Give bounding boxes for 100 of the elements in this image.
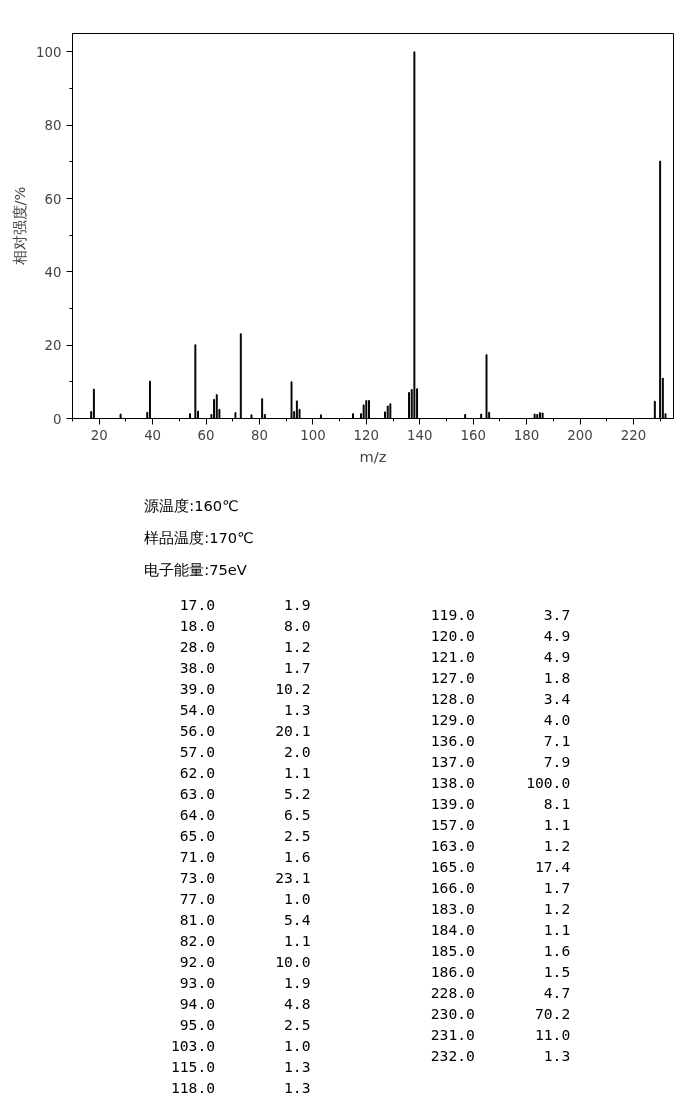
category-label: 54.0 xyxy=(179,700,216,718)
data-label: 1.2 xyxy=(543,836,571,854)
data-label: 6.5 xyxy=(283,805,311,823)
data-label: 1.1 xyxy=(283,931,311,949)
data-label: 4.8 xyxy=(283,994,311,1012)
category-label: 127.0 xyxy=(430,668,475,686)
data-label: 11.0 xyxy=(534,1025,571,1043)
category-label: 95.0 xyxy=(179,1015,216,1033)
category-label: 186.0 xyxy=(430,962,475,980)
x-tick-label: 220 xyxy=(620,427,647,443)
data-label: 17.4 xyxy=(534,857,571,875)
x-tick-label: 120 xyxy=(353,427,380,443)
x-tick-label: 100 xyxy=(300,427,326,443)
x-axis-title: m/z xyxy=(359,447,387,465)
category-label: 157.0 xyxy=(430,815,475,833)
category-label: 163.0 xyxy=(430,836,475,854)
category-label: 121.0 xyxy=(430,647,475,665)
data-label: 4.9 xyxy=(543,626,571,644)
data-label: 1.9 xyxy=(283,595,311,613)
data-label: 1.7 xyxy=(543,878,571,896)
category-label: 230.0 xyxy=(430,1004,475,1022)
data-label: 100.0 xyxy=(526,773,571,791)
category-label: 93.0 xyxy=(179,973,216,991)
data-label: 5.2 xyxy=(283,784,311,802)
data-label: 1.0 xyxy=(283,1036,311,1054)
category-label: 120.0 xyxy=(430,626,475,644)
text: 样品温度:170℃ xyxy=(144,529,254,546)
category-label: 228.0 xyxy=(430,983,475,1001)
y-tick-label: 20 xyxy=(44,338,62,354)
category-label: 62.0 xyxy=(179,763,216,781)
category-label: 138.0 xyxy=(430,773,475,791)
x-tick-label: 160 xyxy=(460,427,486,443)
data-label: 23.1 xyxy=(275,868,311,886)
data-label: 1.2 xyxy=(543,899,571,917)
category-label: 77.0 xyxy=(179,889,216,907)
category-label: 185.0 xyxy=(430,941,475,959)
category-label: 73.0 xyxy=(179,868,216,886)
data-label: 4.0 xyxy=(543,710,571,728)
category-label: 119.0 xyxy=(430,605,475,623)
y-tick-label: 80 xyxy=(44,118,62,134)
data-label: 1.2 xyxy=(283,637,311,655)
data-label: 10.0 xyxy=(275,952,311,970)
category-label: 56.0 xyxy=(179,721,216,739)
category-label: 128.0 xyxy=(430,689,475,707)
x-tick-label: 60 xyxy=(197,427,215,443)
category-label: 184.0 xyxy=(430,920,475,938)
x-tick-label: 140 xyxy=(407,427,433,443)
data-label: 20.1 xyxy=(275,721,311,739)
category-label: 92.0 xyxy=(179,952,216,970)
data-label: 4.7 xyxy=(543,983,571,1001)
data-label: 1.1 xyxy=(283,763,311,781)
data-label: 1.6 xyxy=(543,941,571,959)
category-label: 57.0 xyxy=(179,742,216,760)
category-label: 65.0 xyxy=(179,826,216,844)
category-label: 165.0 xyxy=(430,857,475,875)
category-label: 63.0 xyxy=(179,784,216,802)
data-label: 1.3 xyxy=(543,1046,571,1064)
y-tick-label: 60 xyxy=(44,191,62,207)
text: 电子能量:75eV xyxy=(144,561,247,578)
data-label: 70.2 xyxy=(534,1004,571,1022)
category-label: 231.0 xyxy=(430,1025,475,1043)
category-label: 39.0 xyxy=(179,679,216,697)
y-tick-label: 0 xyxy=(53,411,62,427)
data-label: 1.5 xyxy=(543,962,571,980)
data-label: 8.0 xyxy=(283,616,311,634)
data-label: 7.1 xyxy=(543,731,571,749)
data-label: 2.5 xyxy=(283,826,311,844)
data-label: 1.3 xyxy=(283,700,311,718)
data-label: 1.1 xyxy=(543,920,571,938)
category-label: 81.0 xyxy=(179,910,216,928)
category-label: 94.0 xyxy=(179,994,216,1012)
category-label: 38.0 xyxy=(179,658,216,676)
y-tick-label: 100 xyxy=(36,44,62,60)
category-label: 115.0 xyxy=(170,1057,216,1075)
data-label: 2.5 xyxy=(283,1015,311,1033)
x-tick-label: 40 xyxy=(144,427,162,443)
data-label: 4.9 xyxy=(543,647,571,665)
category-label: 17.0 xyxy=(179,595,216,613)
x-tick-label: 80 xyxy=(251,427,268,443)
x-tick-label: 20 xyxy=(90,427,108,443)
data-label: 1.3 xyxy=(283,1078,311,1096)
data-label: 1.1 xyxy=(543,815,571,833)
category-label: 71.0 xyxy=(179,847,216,865)
category-label: 232.0 xyxy=(430,1046,475,1064)
data-label: 1.7 xyxy=(283,658,311,676)
data-label: 8.1 xyxy=(543,794,571,812)
y-axis-title: 相对强度/% xyxy=(11,186,29,266)
data-label: 3.4 xyxy=(543,689,571,707)
category-label: 28.0 xyxy=(179,637,216,655)
category-label: 18.0 xyxy=(179,616,216,634)
data-label: 1.9 xyxy=(283,973,311,991)
category-label: 139.0 xyxy=(430,794,475,812)
x-tick-label: 200 xyxy=(567,427,593,443)
data-label: 1.6 xyxy=(283,847,311,865)
data-label: 10.2 xyxy=(275,679,311,697)
data-label: 1.0 xyxy=(283,889,311,907)
category-label: 136.0 xyxy=(430,731,475,749)
category-label: 137.0 xyxy=(430,752,475,770)
x-tick-label: 180 xyxy=(513,427,540,443)
text: 源温度:160℃ xyxy=(144,497,239,514)
